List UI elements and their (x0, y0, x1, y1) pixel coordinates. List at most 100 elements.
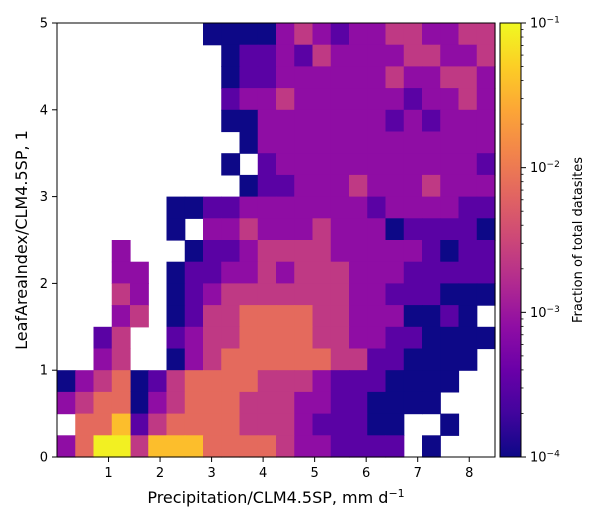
heatmap-cell (403, 391, 423, 415)
heatmap-cell (166, 283, 186, 306)
heatmap-cell (349, 391, 368, 415)
heatmap-cell (385, 109, 405, 133)
heatmap-cell (330, 88, 350, 111)
heatmap-cell (422, 153, 441, 176)
heatmap-cell (148, 391, 168, 415)
heatmap-cell (130, 413, 149, 436)
heatmap-cell (422, 131, 441, 154)
heatmap-cell (330, 174, 350, 198)
heatmap-cell (440, 131, 460, 154)
heatmap-cell (403, 348, 423, 371)
heatmap-cell (294, 44, 314, 67)
colorbar-tick-label: 10−1 (530, 16, 560, 32)
heatmap-cell (257, 261, 277, 284)
heatmap-cell (203, 391, 222, 415)
heatmap-cell (130, 305, 149, 328)
heatmap-cell (403, 44, 423, 67)
heatmap-cell (458, 218, 478, 241)
heatmap-cell (111, 413, 131, 436)
heatmap-cell (221, 153, 241, 176)
heatmap-cell (294, 348, 314, 371)
heatmap-cell (130, 283, 149, 306)
heatmap-cell (312, 283, 332, 306)
heatmap-cell (440, 283, 460, 306)
heatmap-cell (403, 261, 423, 284)
heatmap-cell (367, 131, 387, 154)
y-tick-label: 4 (40, 103, 48, 118)
heatmap-cell (458, 305, 478, 328)
heatmap-cell (257, 218, 277, 241)
heatmap-cell (312, 88, 332, 111)
heatmap-cell (385, 391, 405, 415)
heatmap-cell (367, 88, 387, 111)
heatmap-cell (440, 109, 460, 133)
heatmap-cell (239, 174, 259, 198)
heatmap-cell (385, 240, 405, 263)
colorbar-tick-label: 10−2 (530, 160, 560, 176)
x-tick-label: 6 (362, 466, 370, 481)
heatmap-cell (349, 196, 368, 219)
heatmap-cell (294, 88, 314, 111)
heatmap-cell (294, 66, 314, 89)
heatmap-cell (385, 261, 405, 284)
heatmap-cell (239, 283, 259, 306)
heatmap-cell (276, 174, 295, 198)
heatmap-cell (458, 240, 478, 263)
heatmap-cell (203, 435, 222, 458)
heatmap-cell (385, 23, 405, 46)
heatmap-cell (221, 305, 241, 328)
heatmap-cell (239, 413, 259, 436)
heatmap-cell (330, 109, 350, 133)
heatmap-cell (203, 413, 222, 436)
heatmap-cell (403, 370, 423, 393)
heatmap-cell (239, 240, 259, 263)
heatmap-cell (111, 326, 131, 350)
heatmap-cell (312, 348, 332, 371)
heatmap-cell (403, 174, 423, 198)
heatmap-cell (221, 348, 241, 371)
heatmap-cell (239, 131, 259, 154)
heatmap-cell (257, 305, 277, 328)
heatmap-cell (422, 44, 441, 67)
heatmap-cell (422, 174, 441, 198)
heatmap-cell (166, 261, 186, 284)
heatmap-cell (184, 305, 204, 328)
heatmap-cell (312, 218, 332, 241)
heatmap-cell (385, 305, 405, 328)
x-tick-label: 2 (156, 466, 164, 481)
heatmap-cell (257, 413, 277, 436)
heatmap-cell (111, 370, 131, 393)
heatmap-cell (93, 435, 113, 458)
heatmap-cell (422, 261, 441, 284)
heatmap-cell (93, 326, 113, 350)
heatmap-cell (330, 391, 350, 415)
heatmap-cell (367, 391, 387, 415)
heatmap-cell (476, 283, 496, 306)
heatmap-cell (239, 66, 259, 89)
heatmap-cell (403, 305, 423, 328)
heatmap-cell (476, 23, 496, 46)
heatmap-cell (93, 370, 113, 393)
heatmap-cell (111, 261, 131, 284)
heatmap-cell (166, 348, 186, 371)
heatmap-cell (349, 153, 368, 176)
heatmap-cell (476, 174, 496, 198)
heatmap-cell (184, 413, 204, 436)
heatmap-cell (221, 413, 241, 436)
heatmap-cell (239, 326, 259, 350)
x-tick-label: 1 (104, 466, 112, 481)
heatmap-cell (349, 240, 368, 263)
heatmap-cell (349, 283, 368, 306)
heatmap-cell (276, 435, 295, 458)
heatmap-cell (330, 261, 350, 284)
heatmap-cell (239, 348, 259, 371)
heatmap-cell (203, 283, 222, 306)
heatmap-cell (476, 131, 496, 154)
heatmap-cell (403, 218, 423, 241)
heatmap-cell (385, 153, 405, 176)
heatmap-cell (57, 391, 76, 415)
heatmap-cell (221, 196, 241, 219)
heatmap-cell (276, 370, 295, 393)
heatmap-cell (440, 348, 460, 371)
heatmap-cell (203, 305, 222, 328)
